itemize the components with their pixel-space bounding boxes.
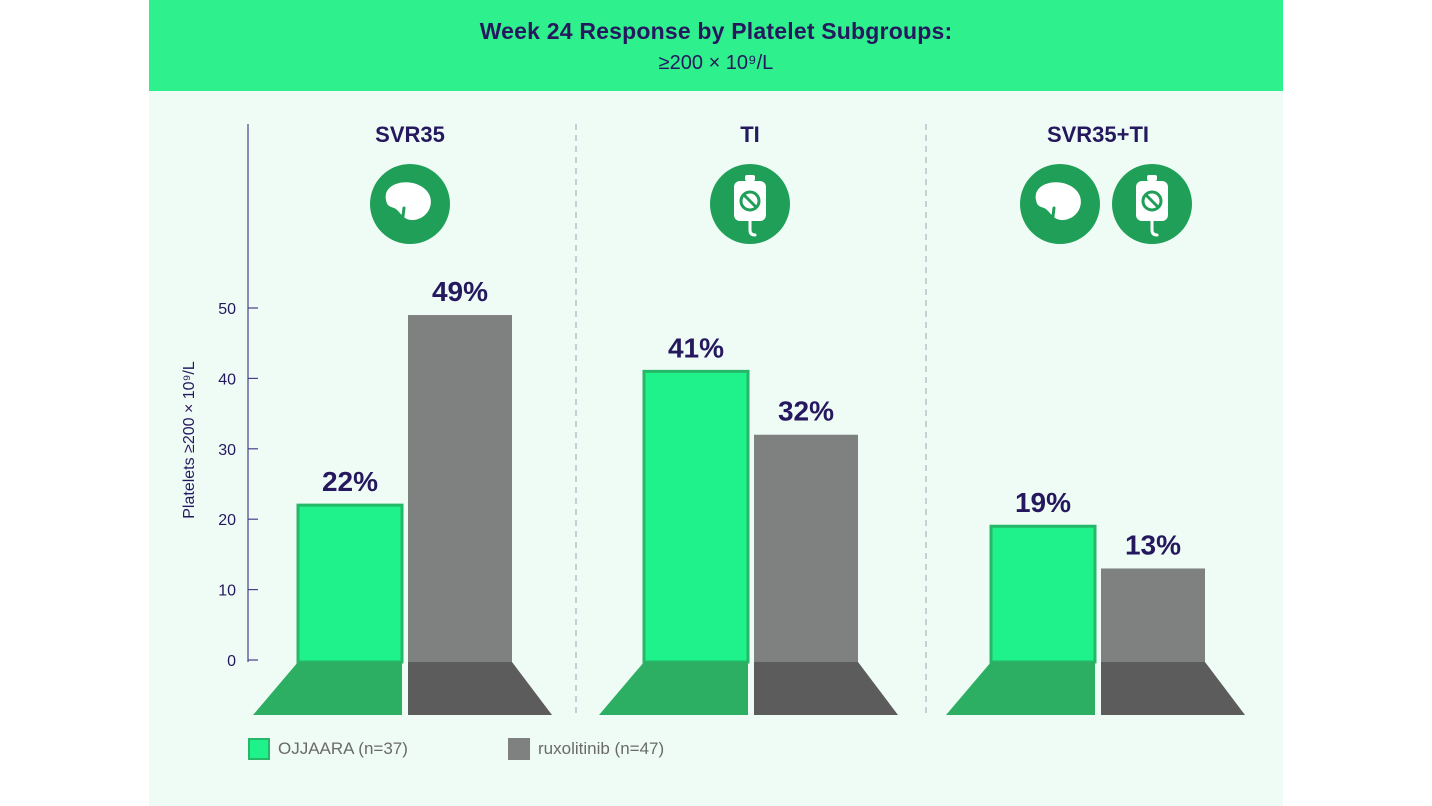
spleen-shape — [385, 182, 431, 221]
bar-ruxolitinib-n-47-svr35-ti — [1101, 568, 1205, 662]
bar-base-ojjaara-n-37 — [253, 662, 402, 715]
legend-item-ruxolitinib: ruxolitinib (n=47) — [508, 738, 664, 760]
bar-ojjaara-n-37-ti — [642, 369, 750, 664]
legend-item-ojjaara: OJJAARA (n=37) — [248, 738, 408, 760]
data-label: 32% — [778, 396, 834, 427]
data-label: 19% — [1015, 487, 1071, 518]
prohibit-slash — [1144, 193, 1160, 209]
y-tick-label: 50 — [218, 301, 236, 318]
spleen-vessel — [394, 206, 406, 226]
y-tick-label: 40 — [218, 371, 236, 388]
chart-title: Week 24 Response by Platelet Subgroups: — [479, 18, 953, 44]
bag-tube — [748, 219, 757, 237]
prohibit-circle — [1141, 190, 1163, 212]
bar-base-ruxolitinib-n-47 — [408, 662, 552, 715]
legend-label-ojjaara: OJJAARA (n=37) — [278, 739, 408, 758]
data-label: 13% — [1125, 529, 1181, 560]
chart-header: Week 24 Response by Platelet Subgroups: … — [149, 0, 1283, 91]
legend-label-ruxolitinib: ruxolitinib (n=47) — [538, 739, 665, 758]
bar-ojjaara-n-37-svr35-ti — [989, 524, 1097, 664]
bag-tube — [1150, 219, 1159, 237]
chart-subtitle: ≥200 × 10⁹/L — [658, 52, 774, 74]
y-tick-label: 20 — [218, 512, 236, 529]
bag-hanger — [745, 175, 755, 181]
bar-base-ojjaara-n-37 — [599, 662, 748, 715]
bar-ruxolitinib-n-47-ti — [754, 434, 858, 662]
legend-swatch-ojjaara — [248, 738, 270, 760]
prohibit-circle — [739, 190, 761, 212]
bar-base-ruxolitinib-n-47 — [754, 662, 898, 715]
data-label: 41% — [668, 332, 724, 363]
spleen-vessel — [1044, 206, 1056, 226]
spleen-shape — [1035, 182, 1081, 221]
legend-swatch-ruxolitinib — [508, 738, 530, 760]
data-label: 22% — [322, 466, 378, 497]
bar-base-ojjaara-n-37 — [946, 662, 1095, 715]
prohibit-slash — [742, 193, 758, 209]
data-label: 49% — [432, 276, 488, 307]
y-tick-label: 10 — [218, 583, 236, 600]
group-title-ti: TI — [740, 122, 760, 147]
y-tick-label: 30 — [218, 442, 236, 459]
y-axis-label: Platelets ≥200 × 10⁹/L — [181, 361, 198, 519]
y-tick-label: 0 — [227, 653, 236, 670]
group-title-svr35-ti: SVR35+TI — [1047, 122, 1149, 147]
group-title-svr35: SVR35 — [375, 122, 445, 147]
bar-ruxolitinib-n-47-svr35 — [408, 315, 512, 662]
bar-ojjaara-n-37-svr35 — [296, 503, 404, 664]
bar-base-ruxolitinib-n-47 — [1101, 662, 1245, 715]
bag-hanger — [1147, 175, 1157, 181]
